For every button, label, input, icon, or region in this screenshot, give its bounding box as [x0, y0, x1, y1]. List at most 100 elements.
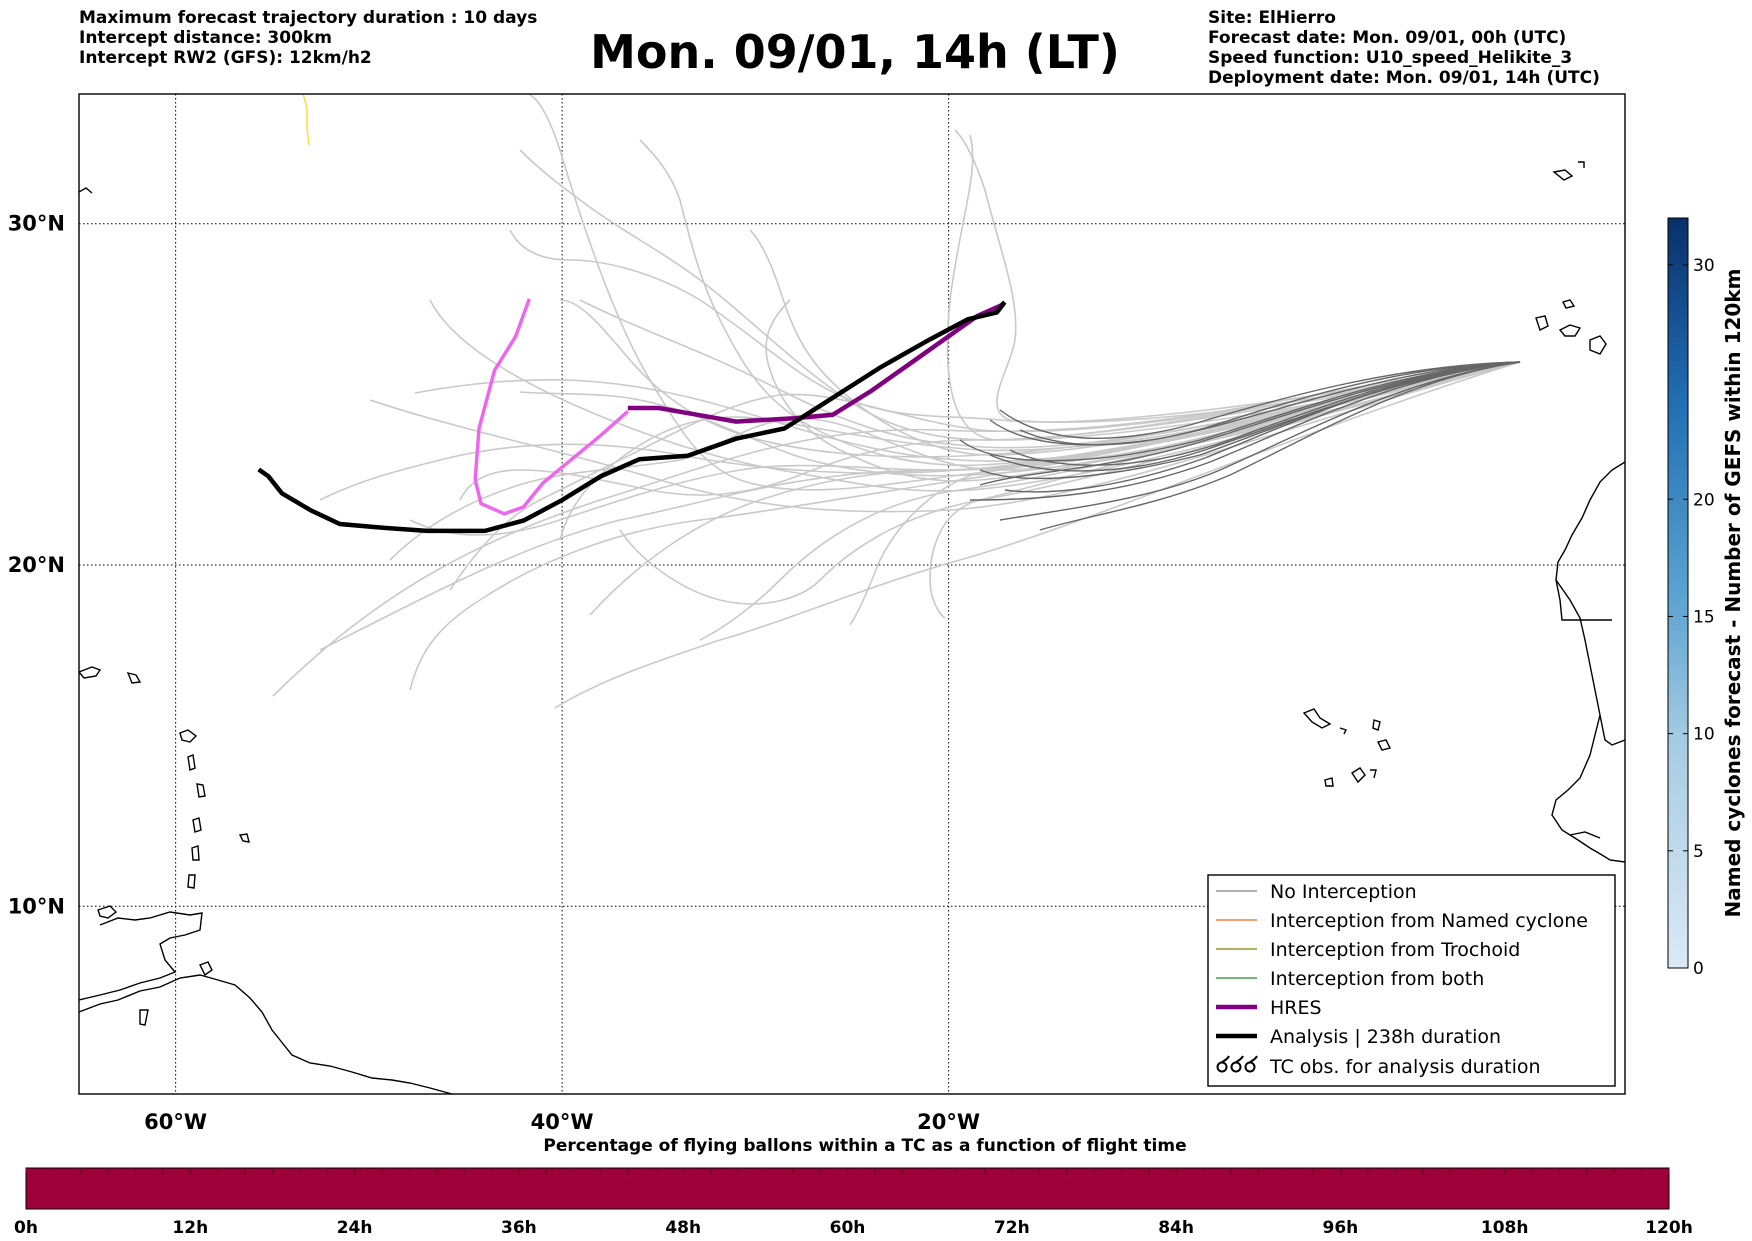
coast-antilles-1 — [179, 729, 198, 743]
lat-tick-label: 20°N — [8, 553, 65, 577]
flight-bar-tick-label: 96h — [1323, 1218, 1359, 1238]
legend-label-named-cyclone: Interception from Named cyclone — [1270, 910, 1588, 932]
coast-cv-3 — [1376, 739, 1392, 751]
ensemble-track — [409, 361, 1521, 536]
legend-label-hres: HRES — [1270, 997, 1322, 1019]
lon-tick-label: 40°W — [531, 1110, 594, 1134]
coast-canary-1 — [1558, 324, 1582, 337]
flight-bar-tick-label: 48h — [665, 1218, 701, 1238]
colorbar-tick-label: 10 — [1693, 725, 1715, 745]
coast-antilles-6 — [187, 874, 196, 889]
coast-cv-7 — [1339, 727, 1347, 735]
ensemble-dark-track — [979, 361, 1521, 486]
coast-canary-2 — [1535, 315, 1549, 331]
legend-label-tc-obs: TC obs. for analysis duration — [1269, 1056, 1541, 1078]
colorbar-tick-label: 20 — [1693, 490, 1715, 510]
analysis-track — [257, 300, 1007, 534]
coast-cape-verde-gambia — [1569, 831, 1601, 839]
lat-tick-label: 10°N — [8, 894, 65, 918]
lon-tick-label: 60°W — [144, 1110, 207, 1134]
coast-virgin-islands — [126, 671, 142, 684]
colorbar-tick-label: 5 — [1693, 842, 1704, 862]
ensemble-dark-track — [999, 361, 1521, 521]
flight-time-bar-fill — [25, 1167, 1670, 1210]
coast-nw-fragment — [79, 187, 93, 194]
colorbar: 0 5 10 15 20 30 Named cyclones forecast - Num… — [1667, 217, 1745, 979]
legend: No Interception Interception from Named … — [1207, 874, 1616, 1087]
flight-bar-tick-label: 0h — [14, 1218, 38, 1238]
lon-tick-label: 20°W — [917, 1110, 980, 1134]
ensemble-track — [946, 134, 1521, 441]
coast-cv-2 — [1372, 719, 1381, 731]
flight-bar-tick-label: 24h — [337, 1218, 373, 1238]
lat-tick-label: 30°N — [8, 212, 65, 236]
header-right-line-3: Speed function: U10_speed_Helikite_3 — [1208, 48, 1573, 68]
legend-label-both: Interception from both — [1270, 968, 1484, 990]
ensemble-dark-track — [999, 361, 1521, 439]
coast-antilles-4 — [192, 817, 202, 833]
ensemble-dark-track — [959, 361, 1521, 462]
coast-madeira-2 — [1578, 161, 1585, 168]
ensemble-dark-tracks — [959, 361, 1521, 531]
header-left-line-1: Maximum forecast trajectory duration : 1… — [79, 8, 538, 28]
flight-bar-tick-label: 36h — [501, 1218, 537, 1238]
flight-bar-tick-label: 84h — [1158, 1218, 1194, 1238]
header-left: Maximum forecast trajectory duration : 1… — [79, 8, 537, 68]
ensemble-dark-track — [1019, 361, 1521, 446]
flight-time-bar-title: Percentage of flying ballons within a TC… — [543, 1136, 1186, 1156]
colorbar-label: Named cyclones forecast - Number of GEFS… — [1721, 269, 1745, 918]
ensemble-track — [409, 361, 1521, 691]
legend-box — [1207, 874, 1616, 1087]
ensemble-track — [509, 229, 1521, 423]
colorbar-gradient — [1667, 217, 1689, 969]
legend-swatch-cyclone-symbols — [1216, 1055, 1258, 1073]
yellow-track — [302, 94, 310, 146]
map-title: Mon. 09/01, 14h (LT) — [590, 25, 1120, 79]
coast-cv-4 — [1351, 767, 1366, 784]
ensemble-track — [519, 149, 1521, 441]
coastlines — [79, 161, 1625, 1094]
coast-madeira — [1552, 169, 1574, 181]
coast-cv-5 — [1324, 777, 1334, 787]
coast-south-america — [79, 974, 453, 1094]
ensemble-track — [519, 361, 1521, 477]
coast-cv-1 — [1302, 708, 1332, 729]
coast-west-africa — [1551, 461, 1625, 863]
header-left-line-3: Intercept RW2 (GFS): 12km/h2 — [79, 48, 372, 68]
flight-bar-tick-label: 12h — [172, 1218, 208, 1238]
ensemble-track — [369, 361, 1521, 513]
ensemble-track — [639, 139, 1521, 467]
flight-bar-tick-label: 120h — [1645, 1218, 1693, 1238]
ensemble-track — [459, 361, 1521, 501]
coast-antilles-5 — [191, 845, 200, 861]
ensemble-track — [559, 361, 1521, 541]
colorbar-tick-label: 15 — [1693, 607, 1715, 627]
coast-canary-3 — [1589, 335, 1607, 355]
coast-canary-4 — [1561, 299, 1576, 309]
flight-bar-tick-label: 60h — [830, 1218, 866, 1238]
coast-antilles-7 — [238, 833, 250, 843]
axis-tick-labels: 60°W 40°W 20°W 10°N 20°N 30°N — [8, 212, 980, 1134]
ensemble-track — [749, 229, 1521, 456]
ensemble-dark-track — [969, 361, 1521, 501]
flight-time-bar: Percentage of flying ballons within a TC… — [14, 1136, 1693, 1238]
coast-trinidad — [199, 961, 213, 977]
ensemble-dark-track — [989, 361, 1521, 472]
legend-label-trochoid: Interception from Trochoid — [1270, 939, 1520, 961]
coast-antilles-8 — [97, 905, 118, 919]
ensemble-track — [554, 361, 1521, 709]
legend-label-no-interception: No Interception — [1270, 881, 1417, 903]
map-frame — [78, 93, 1626, 1095]
ensemble-dark-track — [1004, 361, 1521, 493]
flight-time-bar-ticks: 0h 12h 24h 36h 48h 60h 72h 84h 96h 108h 120h — [14, 1168, 1693, 1238]
coast-cv-6 — [1370, 769, 1377, 779]
coast-curacao — [139, 1009, 149, 1026]
pink-track — [473, 298, 629, 516]
coast-antilles-2 — [187, 754, 196, 771]
header-left-line-2: Intercept distance: 300km — [79, 28, 332, 48]
header-right-line-2: Forecast date: Mon. 09/01, 00h (UTC) — [1208, 28, 1567, 48]
header-right: Site: ElHierro Forecast date: Mon. 09/01… — [1208, 8, 1600, 88]
coast-antilles-3 — [196, 783, 206, 798]
colorbar-ticks: 0 5 10 15 20 30 — [1668, 256, 1715, 979]
